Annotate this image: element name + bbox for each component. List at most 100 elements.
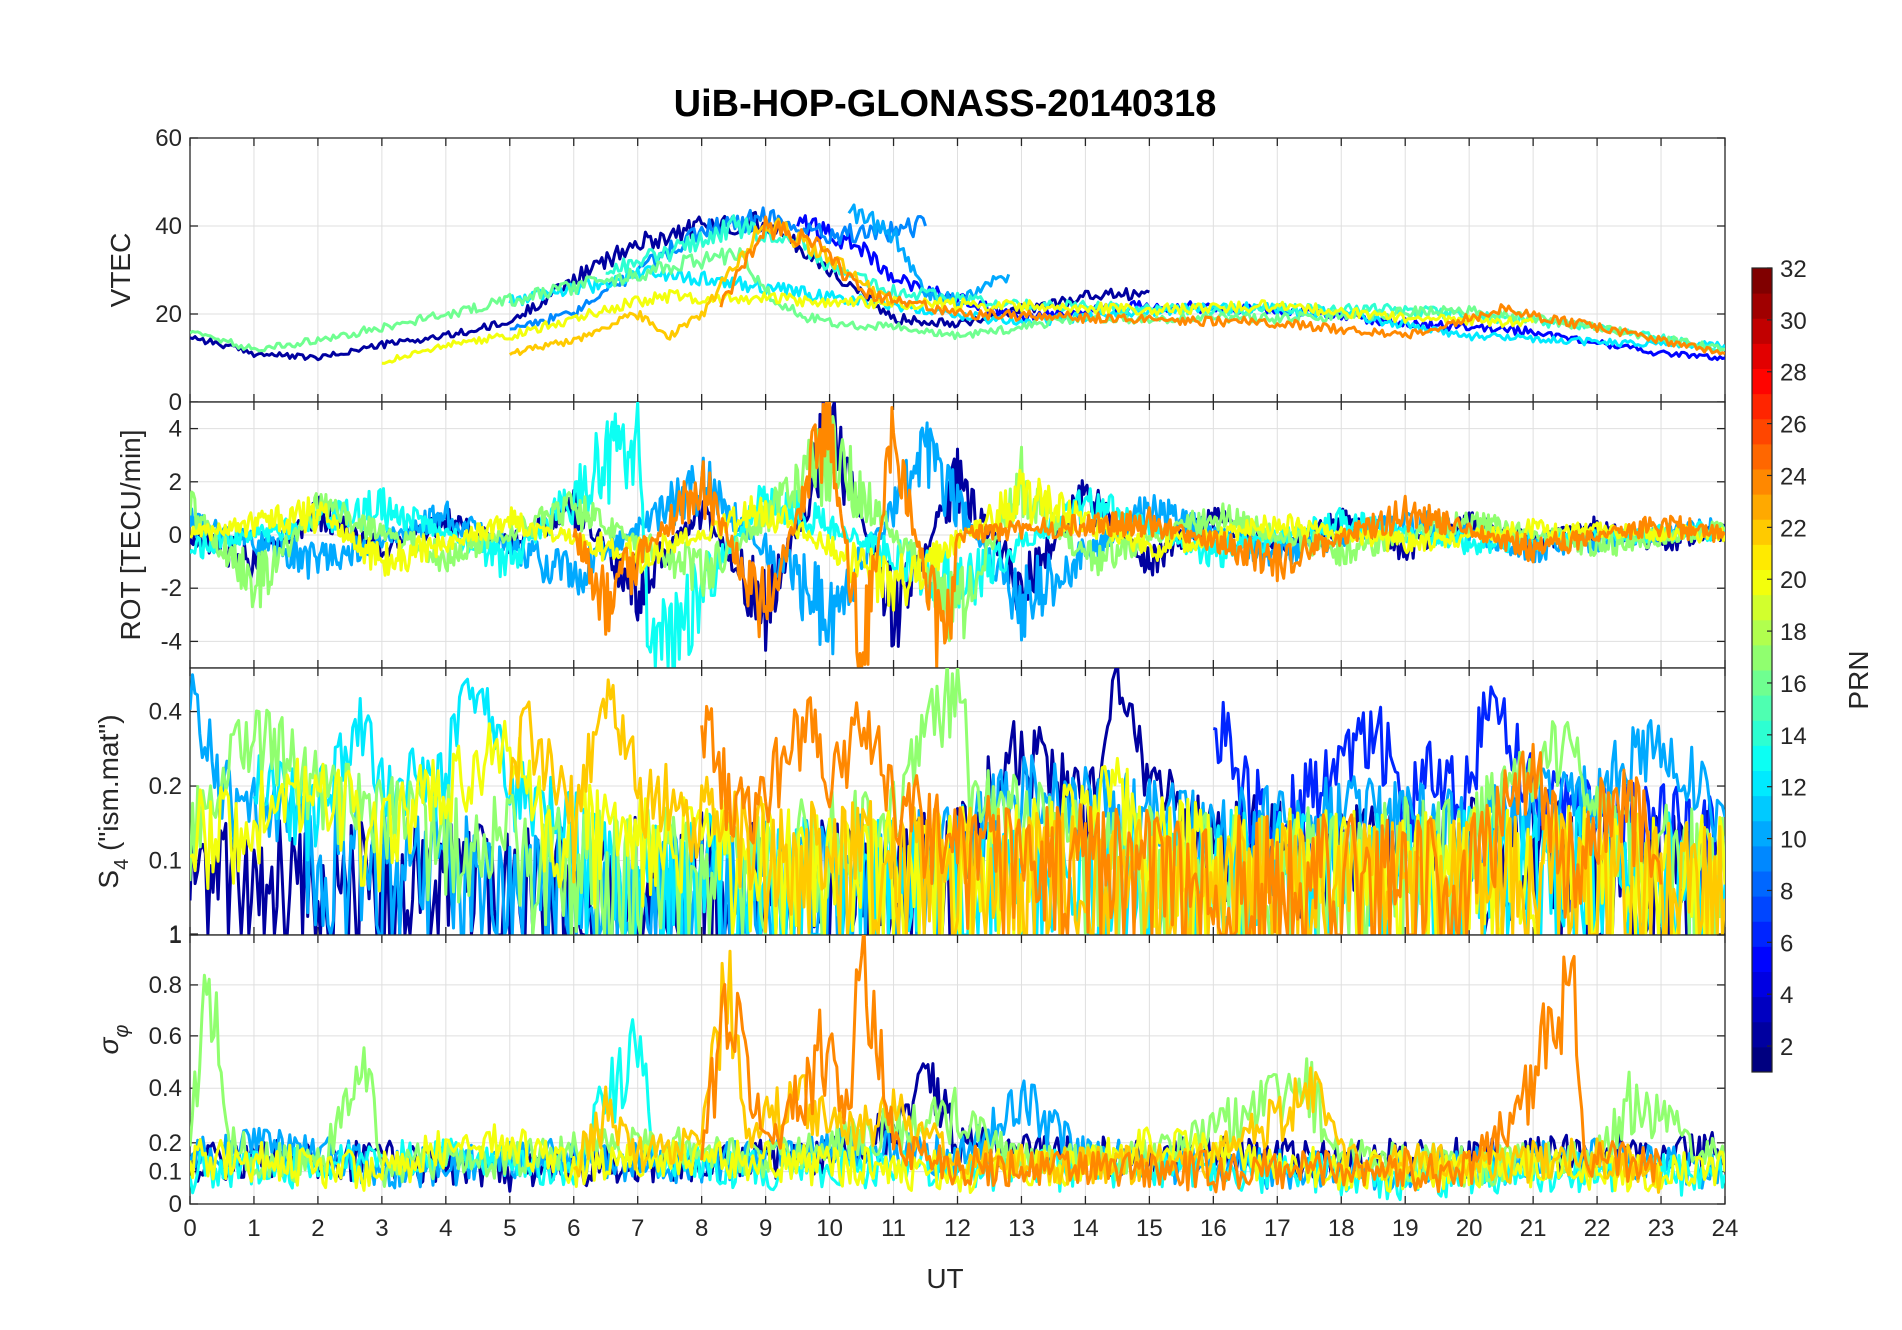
- y-tick-label: 1: [169, 921, 182, 948]
- x-tick-label: 10: [816, 1215, 843, 1242]
- x-tick-label: 19: [1392, 1215, 1419, 1242]
- series-prn-24: [719, 215, 1725, 356]
- colorbar-bin: [1752, 569, 1772, 596]
- x-tick-label: 5: [503, 1215, 516, 1242]
- x-tick-label: 2: [311, 1215, 324, 1242]
- x-tick-label: 18: [1328, 1215, 1355, 1242]
- series-prn-12: [508, 265, 1725, 350]
- colorbar-bin: [1752, 644, 1772, 671]
- x-tick-label: 22: [1584, 1215, 1611, 1242]
- series-group-sigma-phi: [190, 935, 1725, 1202]
- x-tick-label: 0: [183, 1215, 196, 1242]
- series-prn-20: [381, 289, 1535, 365]
- y-tick-label: 2: [169, 469, 182, 496]
- colorbar-bin: [1752, 293, 1772, 319]
- series-prn-24: [700, 696, 1663, 935]
- x-tick-label: 23: [1648, 1215, 1675, 1242]
- series-group-rot: [190, 402, 1725, 668]
- y-tick-label: 4: [169, 416, 182, 443]
- colorbar-tick-label: 20: [1780, 567, 1807, 594]
- colorbar-bin: [1752, 971, 1772, 998]
- colorbar-tick-label: 2: [1780, 1034, 1793, 1061]
- x-tick-label: 8: [695, 1215, 708, 1242]
- series-prn-17: [190, 668, 1725, 935]
- series-prn-10: [190, 421, 1725, 656]
- colorbar-bin: [1752, 469, 1772, 495]
- x-tick-label: 9: [759, 1215, 772, 1242]
- y-tick-label: -2: [161, 575, 182, 602]
- colorbar-tick-label: 12: [1780, 775, 1807, 802]
- colorbar-bin: [1752, 795, 1772, 822]
- panel-s4: 0.1 0.2 0.4 1 S4 ("ism.mat"): [93, 667, 1726, 948]
- colorbar-bin: [1752, 996, 1772, 1023]
- colorbar-bin: [1752, 268, 1772, 294]
- series-prn-9: [509, 206, 927, 331]
- x-tick-label: 15: [1136, 1215, 1163, 1242]
- x-tick-label: 3: [375, 1215, 388, 1242]
- y-axis-label-s4: S4 ("ism.mat"): [93, 714, 133, 888]
- colorbar-bin: [1752, 418, 1772, 445]
- colorbar-tick-label: 32: [1780, 256, 1807, 283]
- colorbar-bin: [1752, 368, 1772, 395]
- colorbar-bin: [1752, 1021, 1772, 1048]
- y-axis-label-vtec: VTEC: [105, 233, 136, 308]
- colorbar-bin: [1752, 1046, 1772, 1073]
- y-tick-label: 20: [155, 301, 182, 328]
- x-tick-label: 1: [247, 1215, 260, 1242]
- colorbar-bin: [1752, 544, 1772, 570]
- x-tick-label: 24: [1712, 1215, 1739, 1242]
- chart-title: UiB-HOP-GLONASS-20140318: [674, 83, 1217, 125]
- y-tick-label: 0: [169, 522, 182, 549]
- y-tick-label: -4: [161, 628, 182, 655]
- series-prn-22: [508, 217, 895, 356]
- y-tick-label: 0.2: [149, 1130, 182, 1157]
- colorbar-bin: [1752, 494, 1772, 520]
- series-prn-13: [190, 402, 1725, 668]
- x-tick-label: 17: [1264, 1215, 1291, 1242]
- x-tick-label: 12: [944, 1215, 971, 1242]
- colorbar-bin: [1752, 519, 1772, 545]
- series-prn-16: [190, 247, 1725, 353]
- series-group-s4: [190, 668, 1725, 935]
- y-tick-label: 0.8: [149, 972, 182, 999]
- colorbar-frame: [1751, 267, 1773, 1073]
- y-tick-label: 0.6: [149, 1023, 182, 1050]
- colorbar-tick-label: 16: [1780, 671, 1807, 698]
- series-group-vtec: [190, 203, 1725, 365]
- y-tick-label: 60: [155, 125, 182, 152]
- x-tick-label: 16: [1200, 1215, 1227, 1242]
- colorbar-tick-label: 22: [1780, 515, 1807, 542]
- colorbar-bin: [1752, 393, 1772, 420]
- x-tick-label: 7: [631, 1215, 644, 1242]
- colorbar-bin: [1752, 770, 1772, 797]
- colorbar-tick-label: 14: [1780, 723, 1807, 750]
- series-prn-24: [700, 935, 1663, 1194]
- colorbar-bin: [1752, 896, 1772, 922]
- colorbar-tick-label: 24: [1780, 463, 1807, 490]
- x-tick-label: 14: [1072, 1215, 1099, 1242]
- x-axis-label: UT: [926, 1263, 963, 1294]
- series-prn-22: [508, 678, 1725, 935]
- colorbar-bin: [1752, 745, 1772, 771]
- colorbar-tick-label: 8: [1780, 878, 1793, 905]
- colorbar-tick-label: 10: [1780, 827, 1807, 854]
- x-tick-label: 13: [1008, 1215, 1035, 1242]
- colorbar-tick-label: 18: [1780, 619, 1807, 646]
- y-axis-label-sigma-phi: σφ: [93, 1025, 133, 1055]
- y-tick-label: 0.1: [149, 1159, 182, 1186]
- x-tick-label: 4: [439, 1215, 452, 1242]
- panel-sigma-phi: 0 0.10.2 0.4 0.6 0.8 1 σφ: [93, 922, 1726, 1218]
- x-tick-label: 21: [1520, 1215, 1547, 1242]
- colorbar-bin: [1752, 695, 1772, 721]
- colorbar-tick-label: 28: [1780, 360, 1807, 387]
- colorbar-tick-label: 4: [1780, 982, 1793, 1009]
- colorbar-bin: [1752, 670, 1772, 696]
- panel-vtec: 0 20 40 60 VTEC: [105, 125, 1726, 416]
- colorbar-bin: [1752, 946, 1772, 972]
- y-tick-label: 0.2: [149, 773, 182, 800]
- y-tick-label: 1: [169, 922, 182, 949]
- colorbar-bin: [1752, 443, 1772, 470]
- x-tick-label: 6: [567, 1215, 580, 1242]
